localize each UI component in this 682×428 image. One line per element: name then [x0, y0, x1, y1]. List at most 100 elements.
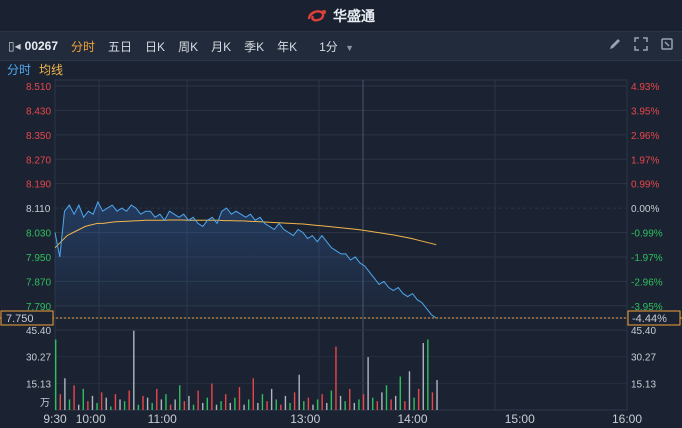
- volume-bar: [128, 390, 130, 410]
- volume-bar: [289, 402, 291, 410]
- price-tick-label: 8.270: [26, 155, 51, 166]
- volume-bar: [179, 385, 181, 410]
- volume-bar: [202, 402, 204, 410]
- volume-bar: [224, 394, 227, 410]
- legend-bar: 分时 均线: [0, 60, 682, 78]
- volume-bar: [413, 397, 415, 410]
- volume-bar: [266, 401, 268, 410]
- volume-bar: [82, 388, 84, 410]
- volume-bar: [169, 404, 172, 410]
- volume-bar: [59, 394, 61, 410]
- volume-bar: [220, 401, 222, 410]
- average-line: [54, 219, 437, 249]
- intraday-chart[interactable]: 8.510 4.93% 8.430 3.95% 8.350 2.96% 8.270 1.97%…: [0, 78, 682, 428]
- pct-tick-label: -3.95%: [631, 302, 663, 313]
- volume-bar: [353, 402, 356, 410]
- volume-bar: [188, 395, 190, 410]
- volume-tick-label: 30.27: [26, 353, 51, 364]
- volume-bar: [316, 399, 319, 410]
- volume-bar: [55, 339, 57, 410]
- volume-bar: [284, 395, 287, 410]
- tab-monthly-k[interactable]: 月K: [211, 39, 232, 54]
- volume-unit-label: 万: [40, 398, 50, 409]
- price-series-line: [54, 200, 437, 319]
- volume-bar: [238, 387, 241, 410]
- draw-pen-icon[interactable]: [608, 37, 622, 51]
- volume-bar: [436, 380, 438, 410]
- volume-bar: [91, 395, 94, 410]
- volume-bar: [399, 376, 401, 410]
- expand-icon[interactable]: [634, 37, 648, 51]
- time-tick-label: 15:00: [505, 412, 535, 426]
- volume-bar: [110, 406, 112, 410]
- price-tick-label: 8.110: [26, 204, 51, 215]
- tab-intraday[interactable]: 分时: [71, 39, 96, 54]
- volume-bar: [339, 395, 342, 410]
- volume-tick-label: 15.13: [26, 379, 51, 390]
- volume-bar: [381, 392, 383, 410]
- volume-bar: [431, 392, 434, 410]
- volume-bar: [376, 401, 379, 410]
- volume-bar: [247, 399, 250, 410]
- brand-name: 华盛通: [333, 7, 375, 24]
- volume-bar: [349, 388, 351, 410]
- price-tick-label: 7.870: [26, 277, 51, 288]
- volume-tick-label-right: 30.27: [631, 353, 656, 364]
- volume-bar: [192, 404, 195, 410]
- price-tick-label: 8.350: [26, 131, 51, 142]
- interval-select[interactable]: 1分 ▼: [319, 38, 354, 55]
- volume-bar: [119, 399, 121, 410]
- volume-bar: [156, 388, 158, 410]
- volume-bar: [367, 357, 369, 410]
- price-tick-label: 8.030: [26, 229, 51, 240]
- volume-bar: [252, 378, 254, 410]
- volume-bar: [298, 374, 300, 410]
- current-pct-box: [627, 310, 681, 326]
- settings-icon[interactable]: [660, 37, 674, 51]
- price-tick-label: 8.430: [26, 106, 51, 117]
- volume-bar: [206, 397, 209, 410]
- volume-bar: [142, 395, 144, 410]
- pct-tick-label: -2.96%: [631, 277, 663, 288]
- volume-bar: [344, 401, 346, 410]
- price-area: [55, 202, 437, 318]
- collapse-sidebar-icon[interactable]: ▯◂: [8, 39, 21, 53]
- price-tick-label: 7.790: [26, 302, 51, 313]
- volume-bar: [394, 395, 397, 410]
- interval-value: 1分: [319, 39, 338, 54]
- volume-bar: [257, 402, 259, 410]
- volume-bar: [160, 399, 163, 410]
- volume-bar: [335, 346, 337, 410]
- volume-bar: [68, 399, 71, 410]
- volume-tick-label-right: 45.40: [631, 326, 656, 337]
- volume-bar: [330, 390, 333, 410]
- tab-quarterly-k[interactable]: 季K: [244, 39, 265, 54]
- tab-daily-k[interactable]: 日K: [145, 39, 166, 54]
- volume-bar: [215, 404, 218, 410]
- time-tick-label: 9:30: [43, 412, 67, 426]
- chevron-down-icon: ▼: [345, 42, 355, 53]
- pct-tick-label: 2.96%: [631, 131, 659, 142]
- volume-bar: [100, 392, 103, 410]
- volume-bar: [427, 339, 429, 410]
- pct-tick-label: -1.97%: [631, 253, 663, 264]
- volume-bar: [280, 404, 282, 410]
- volume-bar: [385, 385, 388, 410]
- volume-bar: [114, 394, 117, 410]
- time-tick-label: 14:00: [397, 412, 427, 426]
- average-series-line: [54, 219, 437, 249]
- time-tick-label: 10:00: [76, 412, 106, 426]
- volume-bar: [307, 397, 310, 410]
- volume-bar: [64, 378, 66, 410]
- price-area-fill: [55, 202, 437, 318]
- volume-bar: [326, 402, 328, 410]
- volume-bar: [293, 392, 296, 410]
- volume-bar: [390, 399, 392, 410]
- tab-yearly-k[interactable]: 年K: [277, 39, 298, 54]
- volume-tick-label: 45.40: [26, 326, 51, 337]
- tab-five-day[interactable]: 五日: [108, 39, 133, 54]
- volume-bar: [73, 385, 75, 410]
- current-pct-label: -4.44%: [632, 313, 667, 325]
- tab-weekly-k[interactable]: 周K: [178, 39, 199, 54]
- volume-bar: [96, 402, 98, 410]
